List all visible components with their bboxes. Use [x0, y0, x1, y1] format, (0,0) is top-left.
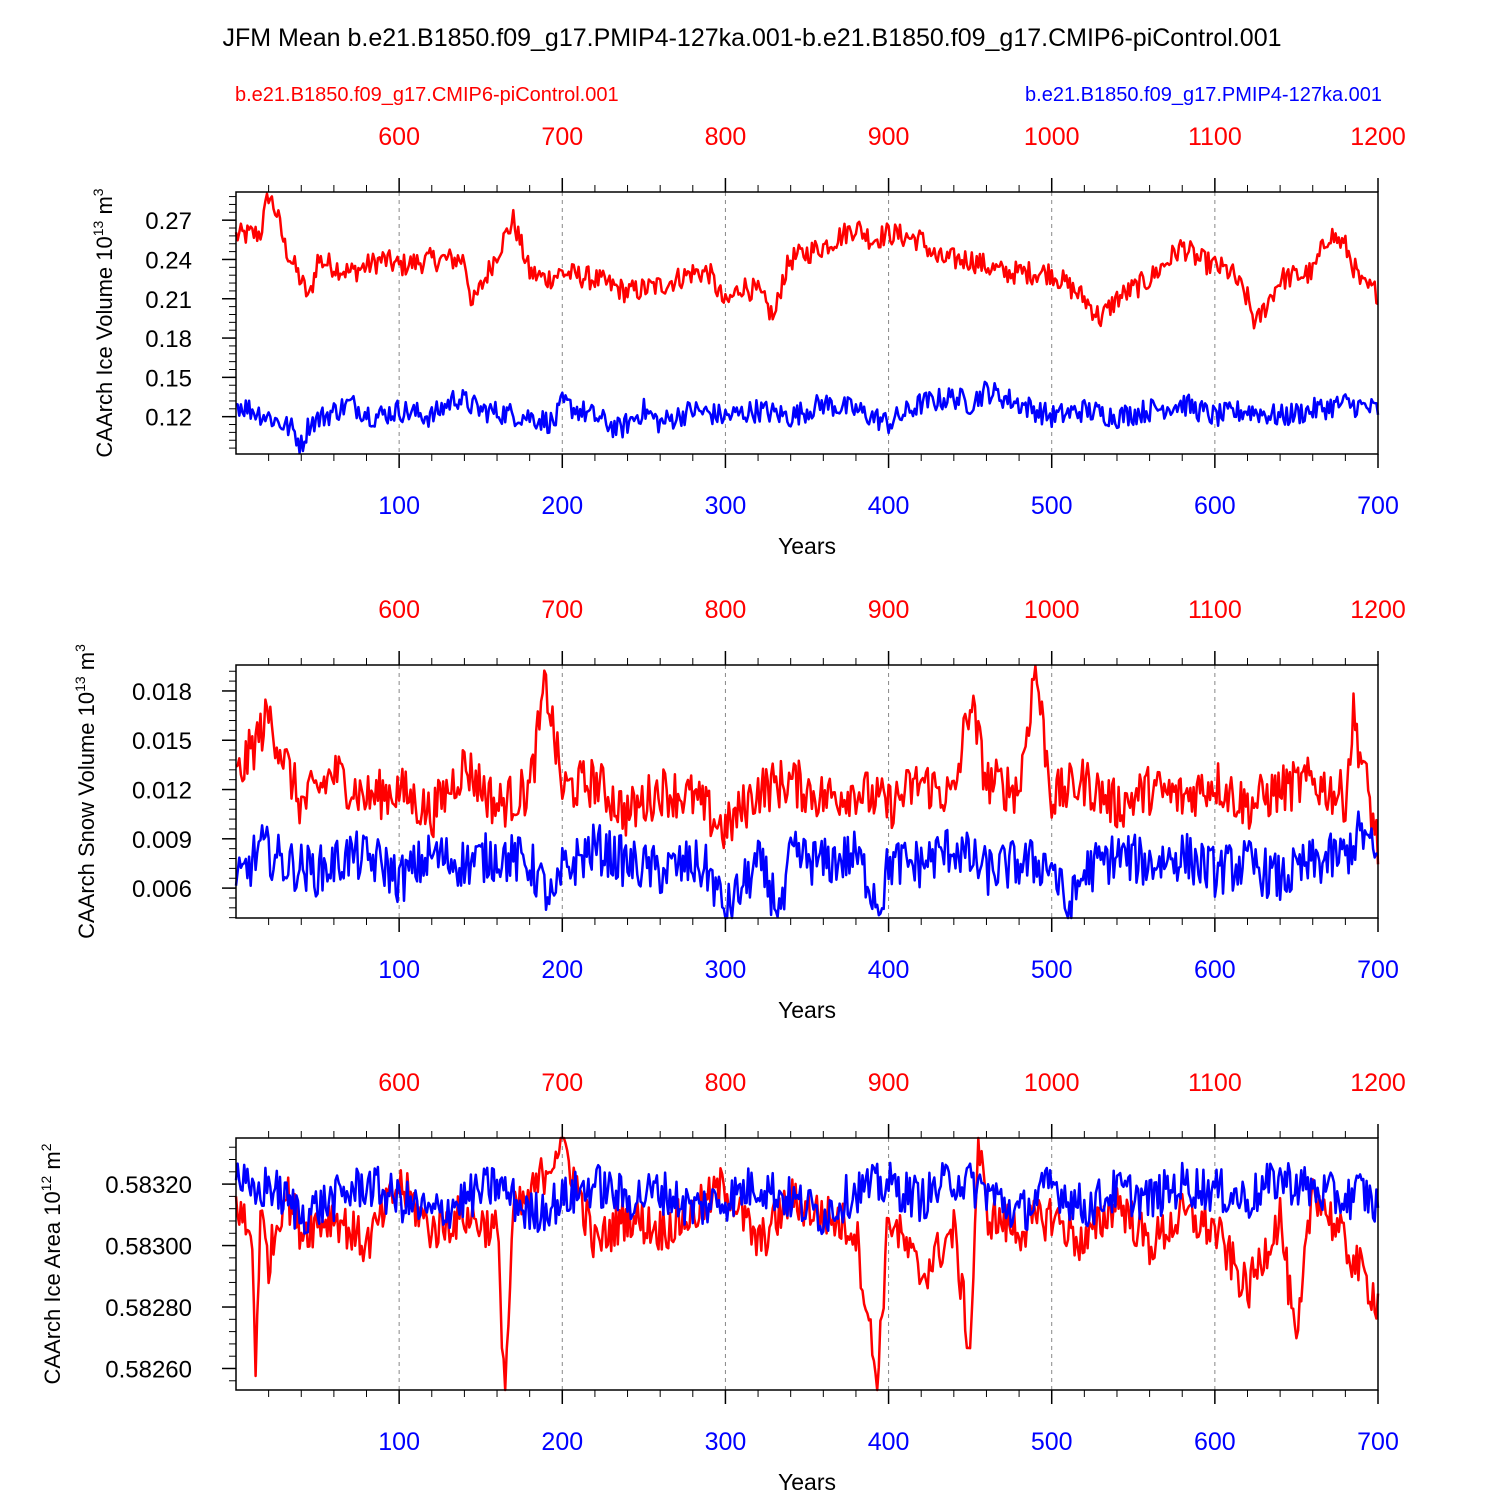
- x-tick-label-bottom: 200: [541, 956, 583, 984]
- series-line-control: [235, 664, 1380, 865]
- x-tick-label-bottom: 200: [541, 492, 583, 520]
- x-tick-label-top: 1100: [1188, 123, 1242, 151]
- y-tick-label: 0.009: [132, 827, 192, 854]
- panel-1: 0.12 0.15 0.18 0.21 0.24 0.27 100 200 300 400 500 6…: [90, 123, 1406, 559]
- y-tick-label: 0.24: [145, 247, 192, 274]
- y-tick-label: 0.58300: [105, 1234, 192, 1261]
- x-tick-label-bottom: 600: [1194, 956, 1236, 984]
- x-tick-label-bottom: 700: [1357, 956, 1399, 984]
- x-tick-label-bottom: 700: [1357, 492, 1399, 520]
- x-axis-label: Years: [778, 533, 836, 559]
- x-tick-label-bottom: 600: [1194, 1428, 1236, 1456]
- x-tick-label-bottom: 500: [1031, 1428, 1073, 1456]
- y-axis-label: CAArch Ice Volume 1013 m3: [90, 188, 117, 457]
- x-tick-label-bottom: 400: [868, 1428, 910, 1456]
- series-line-control: [234, 1136, 1380, 1392]
- x-tick-label-top: 1100: [1188, 596, 1242, 624]
- x-tick-label-top: 800: [705, 123, 747, 151]
- panel-3: 0.58260 0.58280 0.58300 0.58320 100 200 300 400…: [38, 1069, 1406, 1495]
- x-tick-label-bottom: 300: [705, 1428, 747, 1456]
- y-tick-label: 0.18: [145, 326, 192, 353]
- x-tick-label-bottom: 600: [1194, 492, 1236, 520]
- panels: 0.12 0.15 0.18 0.21 0.24 0.27 100 200 300 400 500 6…: [38, 123, 1406, 1495]
- y-tick-label: 0.015: [132, 728, 192, 755]
- plot-frame: [235, 191, 1379, 455]
- x-tick-label-top: 1000: [1024, 1069, 1080, 1097]
- x-tick-label-bottom: 300: [705, 492, 747, 520]
- x-tick-label-top: 700: [541, 596, 583, 624]
- y-tick-label: 0.58280: [105, 1295, 192, 1322]
- x-tick-label-bottom: 400: [868, 956, 910, 984]
- panel-2: 0.006 0.009 0.012 0.015 0.018 100 200 300 400 500…: [72, 596, 1406, 1023]
- x-tick-label-top: 1200: [1350, 596, 1406, 624]
- x-tick-label-bottom: 200: [541, 1428, 583, 1456]
- y-tick-label: 0.21: [145, 287, 192, 314]
- x-tick-label-top: 1200: [1350, 123, 1406, 151]
- x-tick-label-top: 700: [541, 123, 583, 151]
- chart-title: JFM Mean b.e21.B1850.f09_g17.PMIP4-127ka…: [222, 24, 1281, 52]
- legend-pmip-label: b.e21.B1850.f09_g17.PMIP4-127ka.001: [1025, 84, 1382, 106]
- x-tick-label-top: 600: [378, 1069, 420, 1097]
- x-tick-label-top: 800: [705, 1069, 747, 1097]
- y-tick-label: 0.12: [145, 405, 192, 432]
- x-tick-label-top: 800: [705, 596, 747, 624]
- series-line-pmip: [234, 810, 1379, 920]
- x-axis-label: Years: [778, 1469, 836, 1495]
- x-tick-label-bottom: 500: [1031, 956, 1073, 984]
- legend-control-label: b.e21.B1850.f09_g17.CMIP6-piControl.001: [235, 84, 619, 106]
- series-line-control: [234, 192, 1379, 330]
- y-tick-label: 0.58320: [105, 1172, 192, 1199]
- y-tick-label: 0.58260: [105, 1356, 192, 1383]
- x-tick-label-bottom: 100: [378, 492, 420, 520]
- plot-frame: [235, 1137, 1379, 1391]
- x-tick-label-top: 600: [378, 596, 420, 624]
- x-tick-label-bottom: 300: [705, 956, 747, 984]
- x-tick-label-bottom: 400: [868, 492, 910, 520]
- x-tick-label-bottom: 100: [378, 1428, 420, 1456]
- x-tick-label-top: 900: [868, 1069, 910, 1097]
- x-tick-label-top: 900: [868, 596, 910, 624]
- plot-frame: [235, 664, 1379, 919]
- y-tick-label: 0.012: [132, 778, 192, 805]
- x-axis-label: Years: [778, 997, 836, 1023]
- x-tick-label-bottom: 700: [1357, 1428, 1399, 1456]
- x-tick-label-bottom: 100: [378, 956, 420, 984]
- y-tick-label: 0.27: [145, 208, 192, 235]
- x-tick-label-top: 1000: [1024, 123, 1080, 151]
- y-tick-label: 0.006: [132, 876, 192, 903]
- x-tick-label-top: 1200: [1350, 1069, 1406, 1097]
- x-tick-label-top: 900: [868, 123, 910, 151]
- x-tick-label-top: 1000: [1024, 596, 1080, 624]
- series-line-pmip: [235, 380, 1380, 455]
- x-tick-label-top: 700: [541, 1069, 583, 1097]
- y-tick-label: 0.15: [145, 365, 192, 392]
- x-tick-label-top: 1100: [1188, 1069, 1242, 1097]
- y-axis-label: CAArch Snow Volume 1013 m3: [72, 644, 99, 939]
- x-tick-label-bottom: 500: [1031, 492, 1073, 520]
- x-tick-label-top: 600: [378, 123, 420, 151]
- series-line-pmip: [234, 1161, 1380, 1236]
- y-tick-label: 0.018: [132, 679, 192, 706]
- y-axis-label: CAArch Ice Area 1012 m2: [38, 1143, 65, 1384]
